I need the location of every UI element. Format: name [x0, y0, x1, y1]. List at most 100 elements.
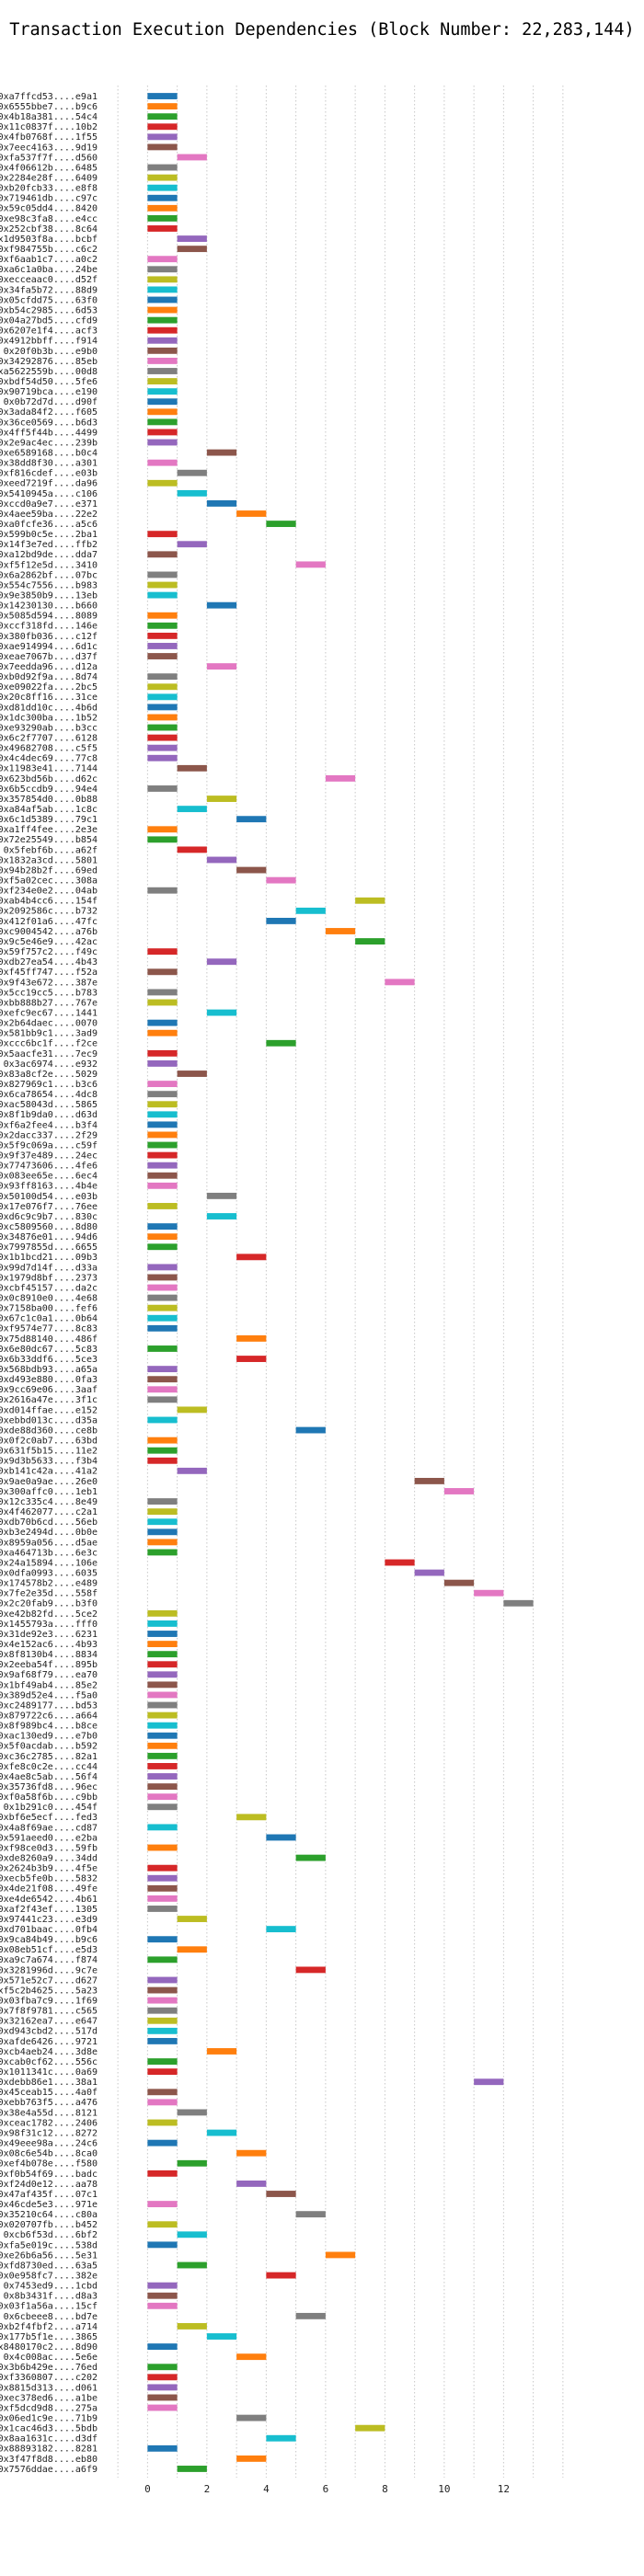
transaction-bar: [147, 2292, 178, 2299]
transaction-bar: [177, 489, 207, 497]
transaction-bar: [206, 500, 237, 507]
transaction-bar: [147, 1508, 178, 1516]
x-tick-label: 8: [382, 2483, 388, 2495]
transaction-bar: [266, 1926, 296, 1933]
transaction-bar: [147, 1091, 178, 1098]
transaction-label: 0xa7ffcd53....e9a1: [0, 92, 98, 102]
transaction-bar: [147, 1049, 178, 1057]
transaction-bar: [236, 2149, 267, 2157]
transaction-label: 0x4a8f69ae....cd87: [0, 1823, 98, 1833]
transaction-label: 0x1011341c....0a69: [0, 2067, 98, 2078]
transaction-label: 0x571e52c7....d627: [0, 1975, 98, 1986]
transaction-label: 0xf0b54f69....badc: [0, 2170, 98, 2180]
transaction-bar: [206, 2048, 237, 2055]
transaction-label: 0xab4b4cc6....154f: [0, 897, 98, 907]
transaction-label: 0x4e152ac6....4b93: [0, 1640, 98, 1650]
transaction-label: 0xaf2f43ef....1305: [0, 1905, 98, 1915]
transaction-label: 0xa464713b....6e3c: [0, 1548, 98, 1558]
transaction-label: 0x389d52e4....f5a0: [0, 1690, 98, 1700]
transaction-label: 0x300affc0....1eb1: [0, 1487, 98, 1497]
transaction-bar: [147, 1976, 178, 1984]
transaction-label: 0x554c7556....b983: [0, 580, 98, 590]
transaction-bar: [147, 2037, 178, 2044]
transaction-label: 0xb54c2985....6d53: [0, 305, 98, 315]
transaction-bar: [147, 1314, 178, 1322]
transaction-bar: [147, 1518, 178, 1526]
transaction-bar: [236, 2455, 267, 2462]
transaction-bar: [147, 164, 178, 171]
transaction-bar: [147, 2404, 178, 2411]
transaction-label: 0x4c4dec69....77c8: [0, 754, 98, 764]
transaction-label: 0x90719bca....e190: [0, 387, 98, 397]
transaction-label: 0x3f47f8d8....eb80: [0, 2455, 98, 2465]
transaction-label: 0x32162ea7....e647: [0, 2017, 98, 2027]
transaction-bar: [147, 1783, 178, 1791]
transaction-label: 0xafde6426....9721: [0, 2037, 98, 2047]
transaction-bar: [147, 2444, 178, 2452]
bar-group: [147, 93, 534, 2472]
transaction-bar: [147, 2170, 178, 2177]
transaction-label: 0x7eec4163....9d19: [0, 143, 98, 153]
transaction-bar: [206, 796, 237, 802]
transaction-bar: [147, 296, 178, 303]
transaction-bar: [266, 876, 296, 884]
transaction-label: 0xcb4aeb24....3d8e: [0, 2047, 98, 2057]
transaction-bar: [177, 541, 207, 548]
transaction-label: 0xa1ff4fee....2e3e: [0, 825, 98, 835]
transaction-label: 0x03fba7c9....1f69: [0, 1997, 98, 2007]
transaction-label: 0x11c0837f....10b2: [0, 122, 98, 132]
transaction-bar: [177, 1070, 207, 1077]
transaction-bar: [147, 2302, 178, 2309]
transaction-label: 0x3ac6974....e932: [4, 1059, 98, 1070]
transaction-label: 0x1b291c0....454f: [4, 1803, 98, 1813]
transaction-label: 0x4c008ac....5e6e: [4, 2353, 98, 2363]
transaction-bar: [147, 1203, 178, 1209]
transaction-label: 0xf24d0e12....aa78: [0, 2180, 98, 2190]
transaction-bar: [147, 836, 178, 843]
transaction-label: 0x6b33ddf6....5ce3: [0, 1355, 98, 1365]
transaction-bar: [147, 2221, 178, 2228]
transaction-bar: [147, 1691, 178, 1699]
transaction-bar: [147, 1029, 178, 1036]
transaction-label: 0x1bf49ab4....85e2: [0, 1680, 98, 1690]
transaction-label: 0xac130ed9....e7b0: [0, 1732, 98, 1742]
transaction-bar: [147, 1131, 178, 1139]
transaction-bar: [147, 1376, 178, 1383]
transaction-label: 0x7eedda96....d12a: [0, 662, 98, 672]
transaction-label: 0x1b1bcd21....09b3: [0, 1253, 98, 1263]
transaction-bar: [147, 581, 178, 589]
transaction-bar: [147, 1162, 178, 1169]
transaction-label: 0x380fb036....c12f: [0, 632, 98, 642]
transaction-bar: [147, 551, 178, 558]
transaction-label: 0x5085d594....8089: [0, 612, 98, 622]
transaction-label: 0xd493e880....0fa3: [0, 1375, 98, 1385]
transaction-label: 0x8f8130b4....8834: [0, 1650, 98, 1660]
transaction-label: 0x2eeba54f....895b: [0, 1660, 98, 1670]
transaction-bar: [177, 2323, 207, 2330]
transaction-bar: [147, 887, 178, 894]
transaction-bar: [443, 1579, 475, 1586]
transaction-bar: [147, 622, 178, 629]
transaction-label: 0xb141c42a....41a2: [0, 1467, 98, 1477]
transaction-label: 0xe6589168....b0c4: [0, 448, 98, 458]
transaction-label: 0x4f06612b....6485: [0, 163, 98, 173]
transaction-bar: [236, 2414, 267, 2421]
transaction-label: 0x9ca84b49....b9c6: [0, 1935, 98, 1945]
x-tick-label: 10: [438, 2483, 450, 2495]
transaction-label: 0x9d3b5633....f3b4: [0, 1457, 98, 1467]
transaction-label: 0xe42b82fd....5ce2: [0, 1609, 98, 1620]
transaction-bar: [147, 1793, 178, 1801]
transaction-label: 0x59f757c2....f49c: [0, 947, 98, 957]
transaction-bar: [147, 2017, 178, 2024]
transaction-label: 0xf6a2fee4....b3f4: [0, 1120, 98, 1130]
transaction-label: 0x4fb0768f....1f55: [0, 132, 98, 143]
transaction-bar: [147, 1019, 178, 1026]
transaction-bar: [147, 1722, 178, 1729]
transaction-label: 0x14f3e7ed....ffb2: [0, 540, 98, 550]
transaction-bar: [147, 1172, 178, 1179]
transaction-label: 0xf45ff747....f52a: [0, 967, 98, 978]
y-tick-labels: 0xa7ffcd53....e9a10x6555bbe7....b9c60x4b…: [0, 92, 98, 2475]
transaction-label: 0x72e25549....b854: [0, 835, 98, 845]
transaction-bar: [236, 510, 267, 517]
